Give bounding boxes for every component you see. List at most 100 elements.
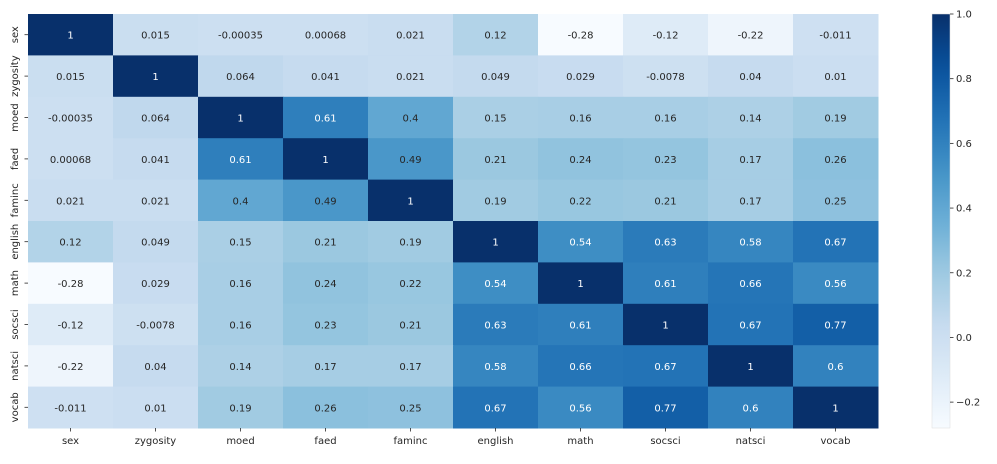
- heatmap-cell: [28, 138, 114, 181]
- heatmap-cell: [368, 179, 454, 222]
- cell-value-label: 0.77: [824, 321, 846, 332]
- cell-value-label: 0.22: [569, 196, 591, 207]
- heatmap-cell: [283, 303, 369, 346]
- y-tick-label: socsci: [10, 309, 21, 339]
- cell-value-label: -0.12: [653, 31, 679, 42]
- heatmap-cell: [453, 55, 539, 98]
- cell-value-label: 0.021: [56, 196, 85, 207]
- cell-value-label: 0.23: [654, 155, 676, 166]
- y-tick-label: math: [10, 270, 21, 296]
- heatmap-cell: [623, 138, 709, 181]
- cell-value-label: 0.58: [739, 238, 761, 249]
- heatmap-cell: [538, 386, 624, 429]
- cell-value-label: 0.63: [484, 321, 506, 332]
- cell-value-label: 0.4: [403, 114, 419, 125]
- cell-value-label: 0.21: [654, 196, 676, 207]
- y-tick-label: sex: [10, 26, 21, 43]
- heatmap-cell: [708, 386, 794, 429]
- heatmap-cell: [793, 303, 879, 346]
- heatmap-cell: [623, 345, 709, 388]
- cell-value-label: 0.17: [314, 362, 336, 373]
- heatmap-cell: [538, 14, 624, 56]
- heatmap-cell: [793, 262, 879, 305]
- y-tick-label: vocab: [10, 392, 21, 422]
- heatmap-cell: [113, 262, 199, 305]
- heatmap-cell: [453, 262, 539, 305]
- heatmap-cell: [113, 386, 199, 429]
- heatmap-cell: [708, 345, 794, 388]
- y-tick-label: faminc: [10, 183, 21, 217]
- cell-value-label: 0.26: [314, 403, 336, 414]
- heatmap-cell: [28, 262, 114, 305]
- cell-value-label: 1: [747, 362, 753, 373]
- cell-value-label: 0.14: [739, 114, 761, 125]
- heatmap-cell: [623, 221, 709, 263]
- x-tick-label: faminc: [393, 436, 427, 447]
- cell-value-label: 0.21: [314, 238, 336, 249]
- heatmap-cell: [793, 386, 879, 429]
- heatmap-cell: [368, 14, 454, 56]
- heatmap-cell: [623, 386, 709, 429]
- heatmap-cell: [368, 345, 454, 388]
- heatmap-cell: [708, 96, 794, 139]
- cell-value-label: 0.00068: [305, 31, 346, 42]
- cell-value-label: 0.01: [824, 72, 846, 83]
- cell-value-label: 0.04: [144, 362, 166, 373]
- heatmap-cell: [708, 55, 794, 98]
- cell-value-label: -0.00035: [48, 114, 93, 125]
- y-tick-label: english: [10, 224, 21, 260]
- cell-value-label: 0.049: [481, 72, 510, 83]
- heatmap-cell: [538, 262, 624, 305]
- x-tick-label: natsci: [736, 436, 766, 447]
- x-tick-label: vocab: [820, 436, 850, 447]
- cell-value-label: -0.011: [54, 403, 86, 414]
- heatmap-cell: [198, 138, 284, 181]
- cell-value-label: 0.23: [314, 321, 336, 332]
- cell-value-label: 0.19: [399, 238, 421, 249]
- cell-value-label: -0.28: [58, 279, 84, 290]
- heatmap-cell: [708, 179, 794, 222]
- cell-value-label: 1: [322, 155, 328, 166]
- cell-value-label: 1: [577, 279, 583, 290]
- cell-value-label: 0.01: [144, 403, 166, 414]
- heatmap-cell: [198, 179, 284, 222]
- heatmap-cell: [113, 14, 199, 56]
- cell-value-label: 0.25: [824, 196, 846, 207]
- cell-value-label: 0.19: [824, 114, 846, 125]
- heatmap-cell: [538, 96, 624, 139]
- cell-value-label: 1: [662, 321, 668, 332]
- heatmap-cell: [198, 386, 284, 429]
- heatmap-cell: [28, 221, 114, 263]
- cell-value-label: 0.77: [654, 403, 676, 414]
- heatmap-cell: [793, 55, 879, 98]
- cell-value-label: 1: [832, 403, 838, 414]
- heatmap-cell: [453, 386, 539, 429]
- cell-value-label: 0.66: [569, 362, 591, 373]
- cell-value-label: -0.12: [58, 321, 84, 332]
- y-tick-label: natsci: [10, 351, 21, 381]
- heatmap-cell: [538, 303, 624, 346]
- heatmap-cell: [113, 55, 199, 98]
- cell-value-label: 0.67: [824, 238, 846, 249]
- heatmap-cell: [283, 96, 369, 139]
- cell-value-label: 0.021: [396, 31, 425, 42]
- heatmap-cells: [28, 14, 879, 429]
- cell-value-label: -0.011: [819, 31, 851, 42]
- heatmap-cell: [708, 138, 794, 181]
- colorbar-tick-label: 0.0: [956, 333, 972, 344]
- heatmap-cell: [793, 179, 879, 222]
- cell-value-label: 0.61: [654, 279, 676, 290]
- x-axis: sex zygosity moed faed faminc english math socs…: [62, 428, 851, 447]
- cell-value-label: 0.029: [566, 72, 595, 83]
- heatmap-cell-labels: 1 0.015 -0.00035 0.00068 0.021 0.12 -0.28 -0.12…: [48, 31, 852, 415]
- cell-value-label: 0.15: [229, 238, 251, 249]
- cell-value-label: 0.15: [484, 114, 506, 125]
- colorbar-tick-label: 0.8: [956, 74, 972, 85]
- cell-value-label: 0.54: [569, 238, 591, 249]
- cell-value-label: 0.61: [229, 155, 251, 166]
- heatmap-cell: [368, 221, 454, 263]
- cell-value-label: 0.16: [229, 279, 251, 290]
- cell-value-label: 0.21: [484, 155, 506, 166]
- heatmap-cell: [623, 303, 709, 346]
